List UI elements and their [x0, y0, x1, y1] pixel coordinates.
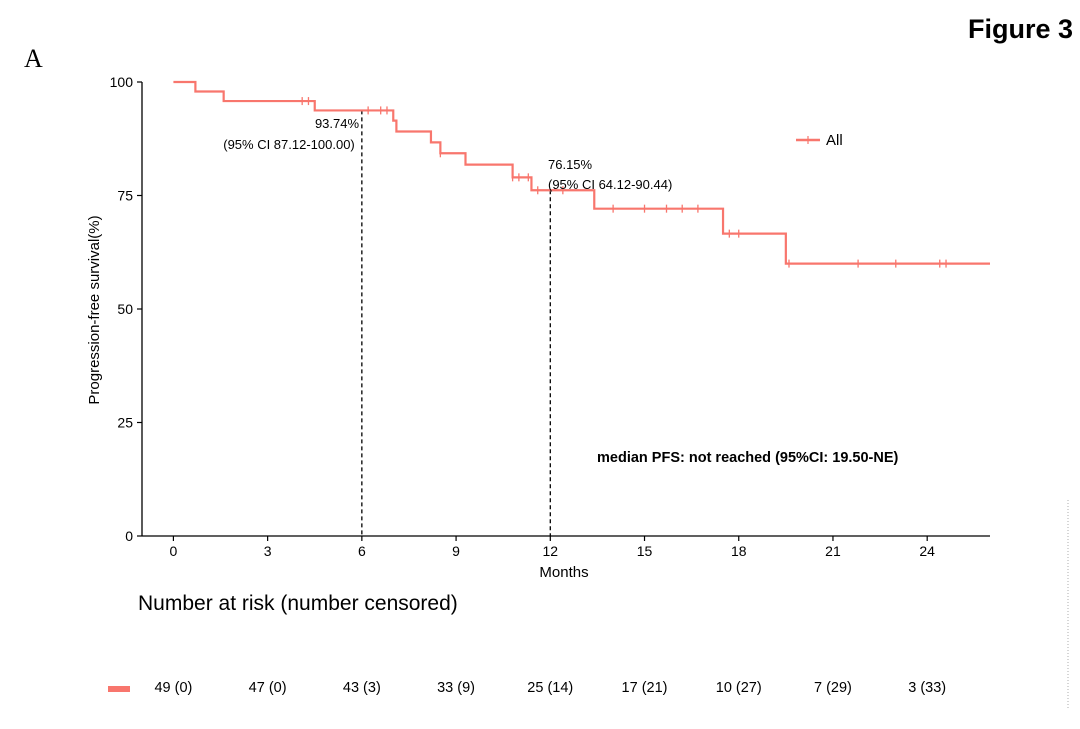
series-line-all [173, 80, 990, 265]
x-tick-label: 9 [452, 543, 460, 559]
x-tick-label: 0 [170, 543, 178, 559]
figure-title: Figure 3 [968, 14, 1074, 44]
annotation-ci: (95% CI 87.12-100.00) [223, 137, 355, 152]
legend-label: All [826, 132, 843, 149]
annotations: 93.74% (95% CI 87.12-100.00) 76.15% (95% CI… [223, 116, 672, 192]
y-axis-label: Progression-free survival(%) [86, 215, 103, 404]
x-tick-label: 21 [825, 543, 841, 559]
risk-table-cell: 7 (29) [814, 680, 852, 696]
censor-marks [301, 97, 947, 268]
axis-ticks: 0 3 6 9 12 15 18 21 24 0 25 50 75 100 [110, 74, 936, 559]
risk-table-cell: 10 (27) [715, 680, 762, 696]
y-tick-label: 75 [117, 188, 133, 204]
risk-table-cell: 3 (33) [908, 680, 947, 696]
side-watermark [1067, 500, 1069, 710]
risk-table-cell: 47 (0) [248, 680, 287, 696]
panel-label: A [24, 44, 43, 73]
annotation-ci: (95% CI 64.12-90.44) [548, 177, 672, 192]
y-tick-label: 0 [125, 528, 133, 544]
risk-table-swatch [108, 686, 130, 692]
x-tick-label: 18 [731, 543, 747, 559]
x-tick-label: 6 [358, 543, 366, 559]
x-tick-label: 12 [543, 543, 559, 559]
x-tick-label: 24 [919, 543, 935, 559]
risk-table-cell: 43 (3) [342, 680, 381, 696]
annotation-value: 76.15% [548, 157, 593, 172]
series-layer [173, 80, 990, 265]
risk-table-cell: 33 (9) [437, 680, 476, 696]
legend: All [796, 132, 843, 149]
y-tick-label: 100 [110, 74, 134, 90]
x-tick-label: 15 [637, 543, 653, 559]
risk-table-cell: 17 (21) [621, 680, 668, 696]
risk-table-title: Number at risk (number censored) [138, 592, 458, 615]
x-axis-label: Months [539, 564, 588, 581]
annotation-value: 93.74% [315, 116, 360, 131]
x-tick-label: 3 [264, 543, 272, 559]
y-tick-label: 50 [117, 301, 133, 317]
risk-table-cell: 49 (0) [154, 680, 193, 696]
reference-lines [361, 110, 551, 536]
median-pfs-text: median PFS: not reached (95%CI: 19.50-NE… [597, 450, 899, 466]
risk-table-cell: 25 (14) [527, 680, 574, 696]
y-tick-label: 25 [117, 415, 133, 431]
